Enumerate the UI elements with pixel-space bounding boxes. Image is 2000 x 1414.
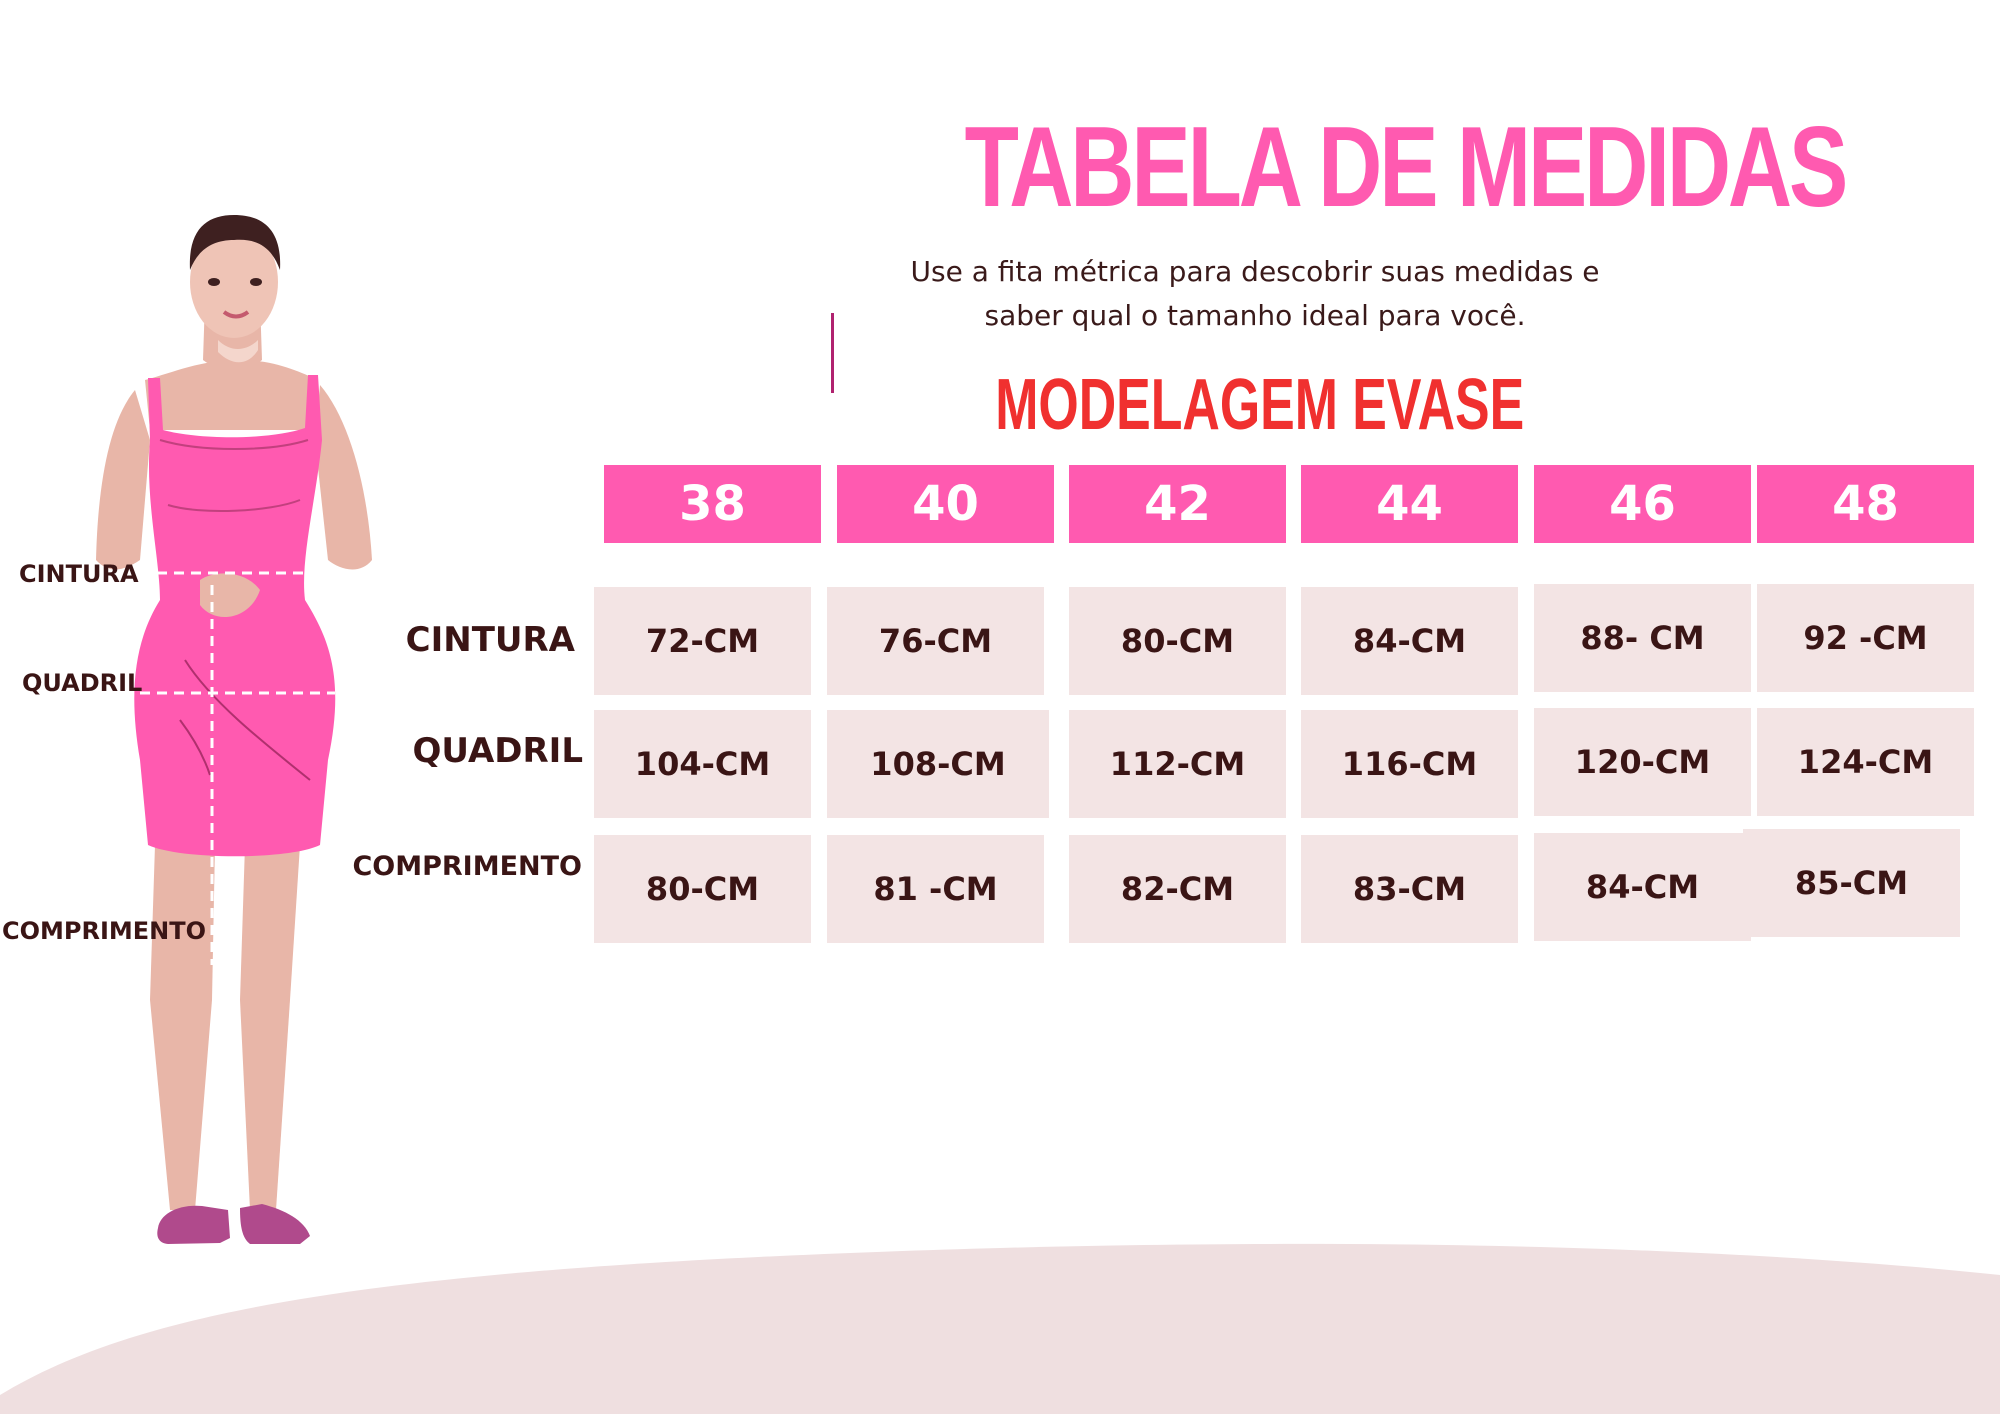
model-title: MODELAGEM EVASE (995, 365, 1525, 445)
table-cell: 84-CM (1301, 587, 1518, 695)
divider (831, 313, 834, 393)
table-cell: 83-CM (1301, 835, 1518, 943)
size-header-38: 38 (604, 465, 821, 543)
size-header-48: 48 (1757, 465, 1974, 543)
size-header-44: 44 (1301, 465, 1518, 543)
table-cell: 80-CM (594, 835, 811, 943)
table-cell: 80-CM (1069, 587, 1286, 695)
table-cell: 85-CM (1743, 829, 1960, 937)
table-cell: 124-CM (1757, 708, 1974, 816)
row-label-comprimento: COMPRIMENTO (352, 851, 582, 882)
figure-label-length: COMPRIMENTO (2, 917, 207, 945)
table-cell: 84-CM (1534, 833, 1751, 941)
subtitle-line-1: Use a fita métrica para descobrir suas m… (910, 255, 1600, 288)
table-cell: 112-CM (1069, 710, 1286, 818)
table-cell: 120-CM (1534, 708, 1751, 816)
table-cell: 81 -CM (827, 835, 1044, 943)
figure-label-hip: QUADRIL (22, 669, 143, 697)
table-cell: 108-CM (827, 710, 1049, 818)
size-header-42: 42 (1069, 465, 1286, 543)
table-cell: 104-CM (594, 710, 811, 818)
figure-label-waist: CINTURA (19, 560, 139, 588)
row-label-cintura: CINTURA (405, 620, 575, 660)
table-cell: 88- CM (1534, 584, 1751, 692)
page-title: TABELA DE MEDIDAS (964, 104, 1849, 231)
table-cell: 116-CM (1301, 710, 1518, 818)
table-cell: 82-CM (1069, 835, 1286, 943)
table-cell: 92 -CM (1757, 584, 1974, 692)
size-header-46: 46 (1534, 465, 1751, 543)
subtitle-line-2: saber qual o tamanho ideal para você. (984, 299, 1526, 332)
table-cell: 76-CM (827, 587, 1044, 695)
woman-figure-illustration (96, 215, 372, 1244)
row-label-quadril: QUADRIL (412, 731, 584, 771)
subtitle: Use a fita métrica para descobrir suas m… (840, 250, 1670, 338)
size-header-40: 40 (837, 465, 1054, 543)
table-cell: 72-CM (594, 587, 811, 695)
